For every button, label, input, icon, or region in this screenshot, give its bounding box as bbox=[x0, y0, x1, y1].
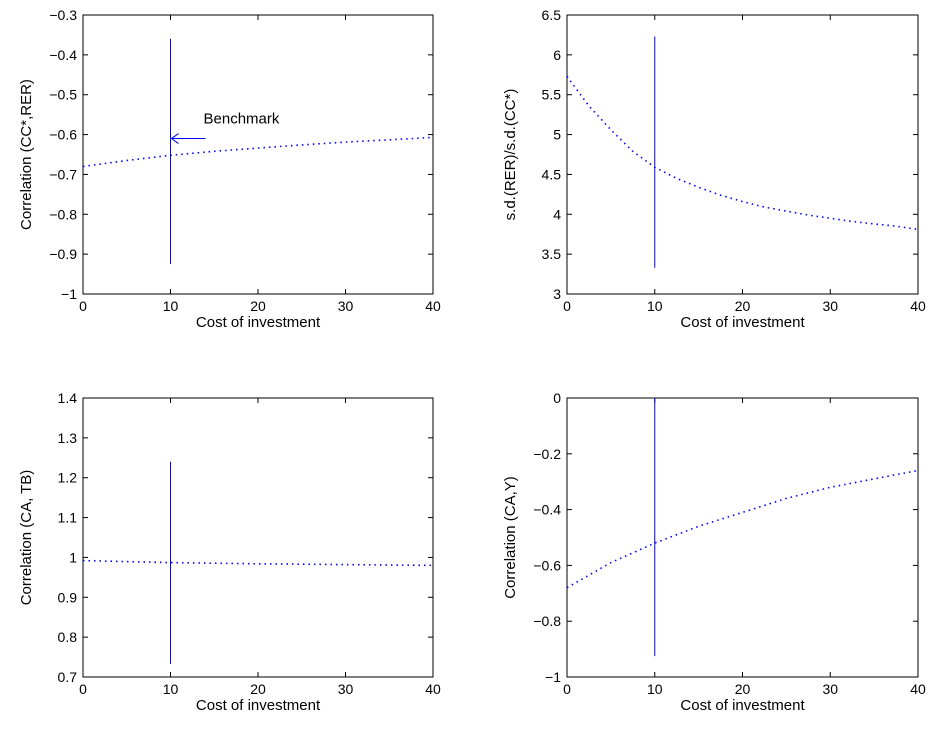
x-tick-label: 0 bbox=[79, 298, 87, 314]
plot-frame bbox=[82, 14, 434, 295]
x-tick-label: 30 bbox=[338, 681, 354, 697]
y-tick-label: −1 bbox=[545, 669, 561, 685]
y-tick-label: 1.1 bbox=[58, 510, 78, 526]
y-tick-label: 1.3 bbox=[58, 430, 78, 446]
y-tick-label: −0.6 bbox=[49, 127, 77, 143]
chart-panel-1: 0 10 20 30 40 −1 −0.9 −0.8 −0.7 −0.6 −0.5 −0.4 −0.3 C… bbox=[18, 7, 441, 331]
series-line bbox=[82, 136, 434, 168]
x-tick-label: 30 bbox=[338, 298, 354, 314]
plot-frame bbox=[566, 14, 919, 295]
x-tick-label: 40 bbox=[910, 681, 926, 697]
y-tick-label: 0.8 bbox=[58, 629, 78, 645]
x-tick-label: 0 bbox=[563, 298, 571, 314]
y-tick-label: −0.8 bbox=[49, 206, 77, 222]
x-tick-label: 30 bbox=[822, 681, 838, 697]
annotation-label: Benchmark bbox=[204, 111, 280, 128]
y-tick-label: −0.4 bbox=[49, 47, 77, 63]
y-tick-label: 3 bbox=[553, 286, 561, 302]
x-tick-label: 20 bbox=[735, 681, 751, 697]
x-tick-label: 40 bbox=[425, 298, 441, 314]
series-line bbox=[82, 559, 434, 567]
y-tick-label: −0.4 bbox=[533, 502, 561, 518]
y-tick-label: −0.5 bbox=[49, 87, 77, 103]
x-axis-label: Cost of investment bbox=[196, 314, 321, 331]
series-line bbox=[566, 75, 919, 231]
x-tick-label: 20 bbox=[735, 298, 751, 314]
plot-frame bbox=[82, 397, 434, 678]
y-tick-label: 3.5 bbox=[542, 246, 562, 262]
y-tick-label: 5.5 bbox=[542, 87, 562, 103]
chart-panel-3: 0 10 20 30 40 0.7 0.8 0.9 1 1.1 1.2 1.3 1.4 Cost of i… bbox=[18, 390, 441, 714]
x-tick-label: 40 bbox=[425, 681, 441, 697]
annotation-arrowhead bbox=[170, 133, 179, 144]
y-axis-label: Correlation (CC*,RER) bbox=[18, 79, 35, 230]
y-tick-label: 4 bbox=[553, 206, 561, 222]
y-tick-label: 1.4 bbox=[58, 390, 78, 406]
y-tick-label: −0.7 bbox=[49, 166, 77, 182]
y-tick-label: 0 bbox=[553, 390, 561, 406]
x-axis-label: Cost of investment bbox=[680, 697, 805, 714]
y-axis-label: Correlation (CA,Y) bbox=[502, 476, 519, 599]
x-axis-label: Cost of investment bbox=[196, 697, 321, 714]
y-tick-label: −0.6 bbox=[533, 557, 561, 573]
y-tick-label: −1 bbox=[61, 286, 77, 302]
x-tick-label: 40 bbox=[910, 298, 926, 314]
x-axis-label: Cost of investment bbox=[680, 314, 805, 331]
x-tick-label: 0 bbox=[563, 681, 571, 697]
y-tick-label: 0.7 bbox=[58, 669, 78, 685]
y-axis-label: s.d.(RER)/s.d.(CC*) bbox=[502, 89, 519, 221]
x-tick-label: 10 bbox=[647, 298, 663, 314]
chart-panel-2: 0 10 20 30 40 3 3.5 4 4.5 5 5.5 6 6.5 Cost of investm… bbox=[502, 7, 926, 331]
y-tick-label: 5 bbox=[553, 127, 561, 143]
chart-panel-4: 0 10 20 30 40 −1 −0.8 −0.6 −0.4 −0.2 0 Cost of inve… bbox=[502, 390, 926, 714]
y-tick-label: 1.2 bbox=[58, 470, 78, 486]
x-tick-label: 20 bbox=[250, 298, 266, 314]
x-tick-label: 10 bbox=[163, 681, 179, 697]
x-tick-label: 30 bbox=[822, 298, 838, 314]
y-axis-label: Correlation (CA, TB) bbox=[18, 470, 35, 606]
y-tick-label: 6 bbox=[553, 47, 561, 63]
x-tick-label: 10 bbox=[647, 681, 663, 697]
x-tick-label: 20 bbox=[250, 681, 266, 697]
y-tick-label: 1 bbox=[69, 549, 77, 565]
x-tick-label: 0 bbox=[79, 681, 87, 697]
x-tick-label: 10 bbox=[163, 298, 179, 314]
y-tick-label: −0.3 bbox=[49, 7, 77, 23]
y-tick-label: 0.9 bbox=[58, 589, 78, 605]
y-tick-label: 6.5 bbox=[542, 7, 562, 23]
y-tick-label: −0.9 bbox=[49, 246, 77, 262]
y-tick-label: −0.8 bbox=[533, 613, 561, 629]
y-tick-label: 4.5 bbox=[542, 166, 562, 182]
series-line bbox=[566, 469, 919, 589]
y-tick-label: −0.2 bbox=[533, 446, 561, 462]
plot-frame bbox=[566, 397, 919, 678]
